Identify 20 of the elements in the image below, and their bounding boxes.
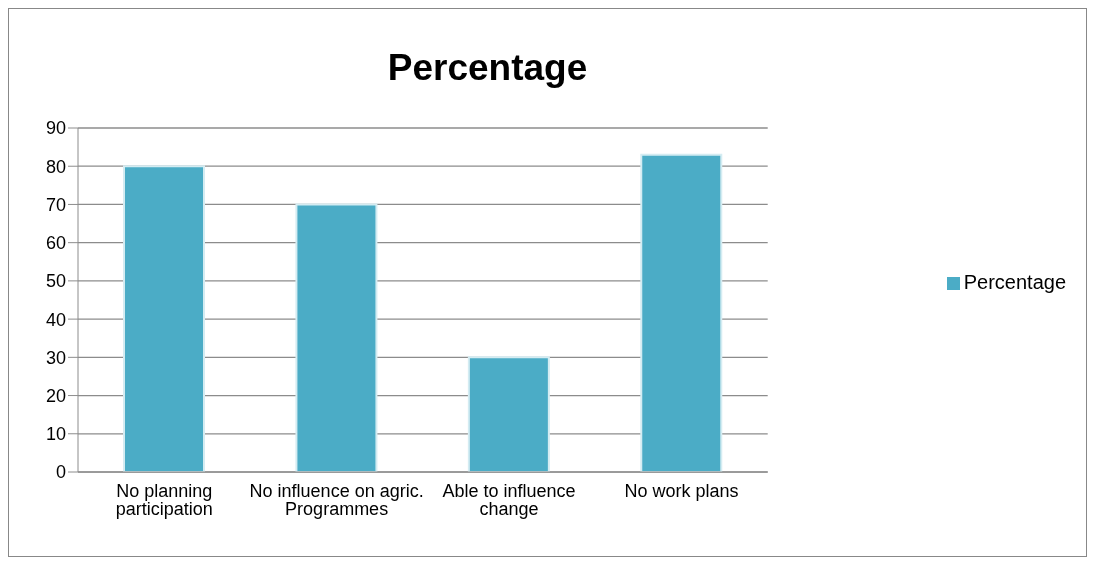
y-tick-label: 70 [45,194,66,215]
y-tick-label: 20 [45,385,66,406]
x-tick-label: Able to influence change [442,480,576,519]
x-tick-label: No planning participation [115,480,213,519]
bar [295,203,378,472]
y-tick-label: 40 [45,309,66,330]
bar [640,153,723,472]
y-tick-label: 0 [55,462,66,483]
chart-title: Percentage [386,47,589,89]
bar [467,356,550,472]
y-tick-label: 60 [45,233,66,254]
y-tick-label: 30 [45,347,66,368]
y-tick-label: 80 [45,156,66,177]
y-tick-label: 90 [45,118,66,139]
legend-label: Percentage [963,271,1066,293]
x-tick-label: No work plans [624,480,739,501]
bar [123,165,205,472]
y-tick-label: 10 [45,424,66,445]
x-tick-label: No influence on agric. Programmes [249,480,424,519]
y-tick-label: 50 [45,271,66,292]
